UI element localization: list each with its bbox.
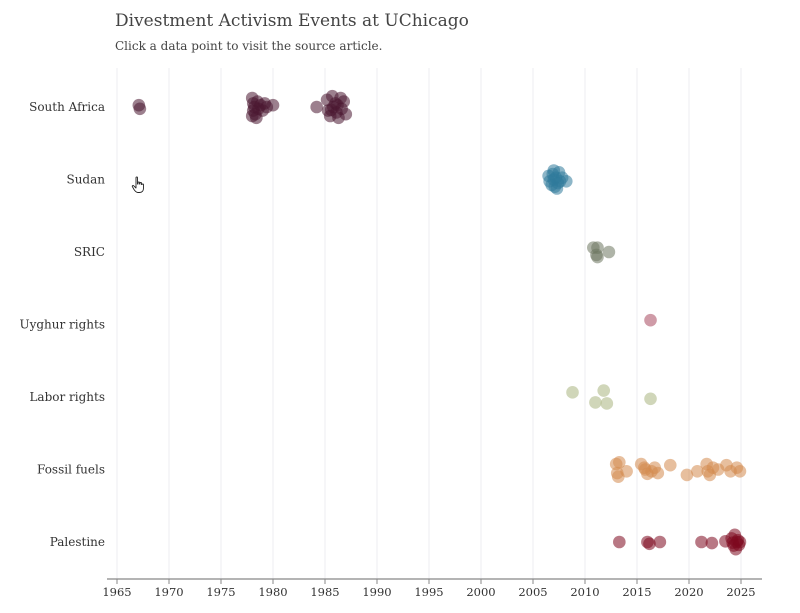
data-point[interactable] [691,465,704,478]
data-point[interactable] [613,456,626,469]
data-point[interactable] [663,458,677,472]
data-point[interactable] [651,466,665,480]
x-tick-label: 1985 [310,585,339,599]
x-tick-label: 2020 [674,585,703,599]
x-tick-label: 2005 [518,585,547,599]
data-point[interactable] [245,109,259,123]
x-tick-label: 2025 [726,585,755,599]
x-tick-label: 1970 [154,585,183,599]
data-point[interactable] [597,384,611,397]
data-point[interactable] [547,164,561,177]
chart-subtitle: Click a data point to visit the source a… [115,39,383,53]
data-point[interactable] [310,100,323,114]
category-label: Sudan [66,173,105,187]
data-point[interactable] [591,250,604,264]
category-label: Uyghur rights [19,318,105,332]
chart-title: Divestment Activism Events at UChicago [115,11,469,31]
x-tick-label: 2015 [622,585,651,599]
data-point[interactable] [559,175,573,188]
category-label: South Africa [29,100,105,114]
x-tick-label: 1990 [362,585,391,599]
data-point[interactable] [644,392,657,406]
data-point[interactable] [550,182,564,195]
data-point[interactable] [653,535,667,549]
category-label: Labor rights [29,390,105,404]
data-point[interactable] [733,465,747,478]
data-point[interactable] [566,386,579,399]
data-point[interactable] [133,102,147,116]
x-tick-label: 2010 [570,585,599,599]
vertical-gridlines [116,68,742,579]
data-point[interactable] [643,537,656,551]
category-label: Palestine [50,535,105,549]
data-point[interactable] [644,313,657,327]
data-point[interactable] [680,468,694,482]
x-tick-label: 1980 [258,585,287,599]
data-point[interactable] [339,107,353,121]
data-point[interactable] [695,535,708,549]
category-labels: South Africa Sudan SRIC Uyghur rights Labor … [19,100,105,549]
data-point[interactable] [726,536,739,550]
x-tick-label: 1995 [414,585,443,599]
data-point[interactable] [600,397,614,410]
data-point[interactable] [620,465,633,478]
x-axis: 1965 1970 1975 1980 1985 1990 1995 2000 2005 2010… [102,578,762,599]
x-tick-label: 1965 [102,585,131,599]
data-point[interactable] [331,98,344,112]
x-tick-label: 1975 [206,585,235,599]
data-point[interactable] [266,98,280,112]
data-point[interactable] [705,536,719,550]
hand-pointer-icon [131,176,144,193]
data-point[interactable] [589,396,602,409]
category-label: Fossil fuels [37,463,105,477]
x-tick-label: 2000 [466,585,495,599]
data-points[interactable] [132,89,747,556]
data-point[interactable] [602,245,616,259]
data-point[interactable] [637,461,651,475]
data-point[interactable] [613,535,626,549]
category-label: SRIC [74,245,105,259]
